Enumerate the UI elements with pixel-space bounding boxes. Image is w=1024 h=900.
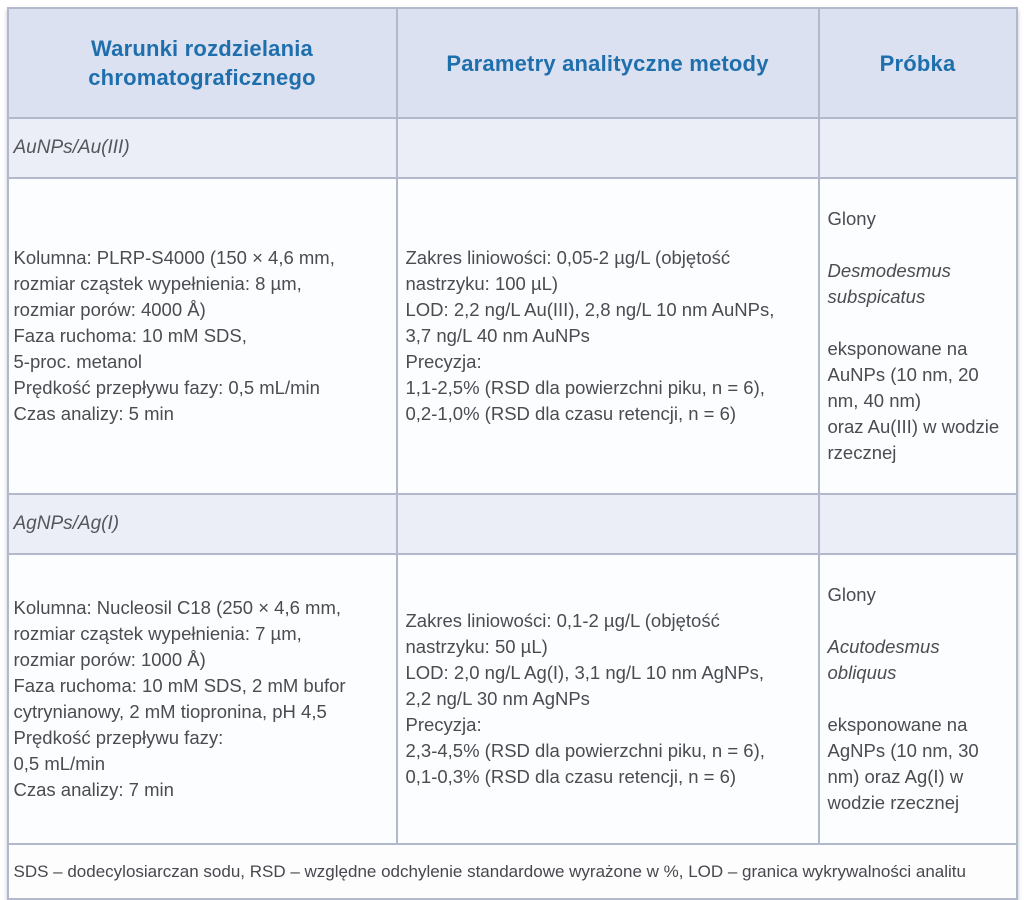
sample-species-name: Acutodesmus obliquus xyxy=(827,636,940,683)
parameters-cell-agnps: Zakres liniowości: 0,1-2 µg/L (objętość … xyxy=(395,553,820,845)
table-header-row: Warunki rozdzielania chromatograficznego… xyxy=(6,7,1018,119)
table-footnote-row: SDS – dodecylosiarczan sodu, RSD – wzglę… xyxy=(6,843,1018,900)
section-empty-cell xyxy=(817,493,1018,555)
header-analytical-parameters: Parametry analityczne metody xyxy=(395,7,820,119)
table-footnote: SDS – dodecylosiarczan sodu, RSD – wzglę… xyxy=(6,843,1018,900)
method-comparison-table: Warunki rozdzielania chromatograficznego… xyxy=(6,7,1018,900)
conditions-cell-agnps: Kolumna: Nucleosil C18 (250 × 4,6 mm, ro… xyxy=(6,553,398,845)
section-empty-cell xyxy=(395,493,820,555)
sample-organism: Glony xyxy=(827,584,876,605)
section-row-aunps: AuNPs/Au(III) xyxy=(6,117,1018,179)
section-empty-cell xyxy=(395,117,820,179)
sample-cell-aunps: Glony Desmodesmus subspicatus eksponowan… xyxy=(817,177,1018,495)
conditions-cell-aunps: Kolumna: PLRP-S4000 (150 × 4,6 mm, rozmi… xyxy=(6,177,398,495)
header-chromatographic-conditions: Warunki rozdzielania chromatograficznego xyxy=(6,7,398,119)
data-row-aunps: Kolumna: PLRP-S4000 (150 × 4,6 mm, rozmi… xyxy=(6,177,1018,495)
sample-species-name: Desmodesmus subspicatus xyxy=(827,260,951,307)
section-label-aunps: AuNPs/Au(III) xyxy=(6,117,398,179)
sample-cell-agnps: Glony Acutodesmus obliquus eksponowane n… xyxy=(817,553,1018,845)
data-row-agnps: Kolumna: Nucleosil C18 (250 × 4,6 mm, ro… xyxy=(6,553,1018,845)
sample-exposure: eksponowane na AgNPs (10 nm, 30 nm) oraz… xyxy=(827,714,979,813)
document-page: Warunki rozdzielania chromatograficznego… xyxy=(6,7,1018,900)
section-row-agnps: AgNPs/Ag(I) xyxy=(6,493,1018,555)
sample-exposure: eksponowane na AuNPs (10 nm, 20 nm, 40 n… xyxy=(827,338,1000,463)
parameters-cell-aunps: Zakres liniowości: 0,05-2 µg/L (objętość… xyxy=(395,177,820,495)
sample-organism: Glony xyxy=(827,208,876,229)
section-label-agnps: AgNPs/Ag(I) xyxy=(6,493,398,555)
header-sample: Próbka xyxy=(817,7,1018,119)
section-empty-cell xyxy=(817,117,1018,179)
